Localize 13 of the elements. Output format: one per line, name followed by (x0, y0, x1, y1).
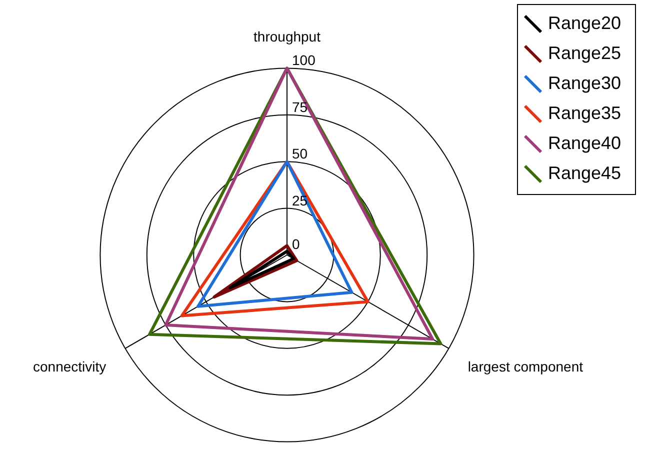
legend-label: Range20 (548, 12, 622, 33)
y-tick-label: 75 (292, 98, 308, 115)
y-tick-label: 50 (292, 146, 308, 162)
y-tick-label: 0 (292, 236, 300, 252)
legend-label: Range25 (548, 42, 622, 63)
spoke-label: largest component (468, 358, 584, 375)
spoke-label: connectivity (33, 358, 106, 375)
spoke-label: throughput (254, 28, 321, 45)
legend-label: Range35 (548, 102, 622, 123)
y-tick-label: 100 (292, 52, 316, 68)
legend-label: Range30 (548, 72, 622, 93)
legend-label: Range40 (548, 132, 622, 153)
legend-label: Range45 (548, 162, 622, 183)
